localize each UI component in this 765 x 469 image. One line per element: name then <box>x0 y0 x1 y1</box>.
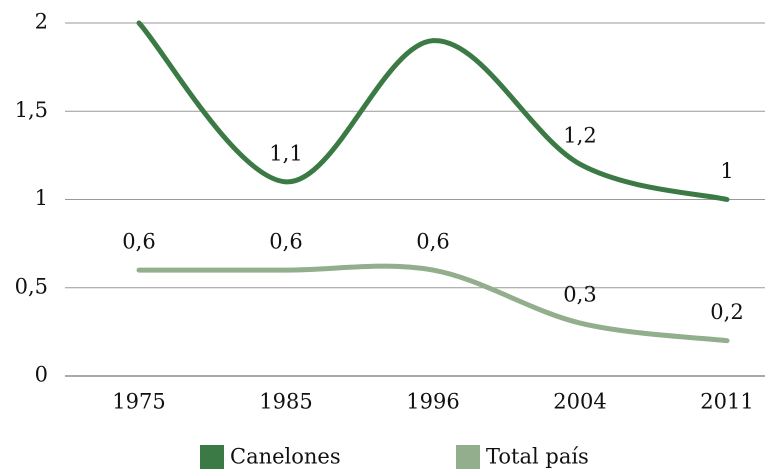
legend-swatch <box>456 445 480 469</box>
legend-label: Canelones <box>230 445 341 469</box>
x-tick-label: 2004 <box>553 390 606 414</box>
data-label: 0,3 <box>563 283 596 307</box>
data-label: 1,2 <box>563 124 596 148</box>
legend-swatch <box>200 445 224 469</box>
data-label: 0,6 <box>416 230 449 254</box>
x-tick-label: 1975 <box>112 390 165 414</box>
legend-label: Total país <box>486 445 589 469</box>
line <box>136 263 730 344</box>
line <box>136 20 730 202</box>
y-tick-label: 1,5 <box>15 98 48 122</box>
y-tick-label: 1 <box>35 186 48 210</box>
data-label: 1,1 <box>269 141 302 165</box>
data-label: 0,6 <box>269 230 302 254</box>
x-tick-label: 1996 <box>406 390 459 414</box>
y-tick-label: 0 <box>35 363 48 387</box>
x-tick-label: 1985 <box>259 390 312 414</box>
data-label: 0,2 <box>710 300 743 324</box>
data-label: 0,6 <box>122 230 155 254</box>
data-label: 1 <box>720 159 733 183</box>
x-tick-label: 2011 <box>700 390 753 414</box>
y-tick-label: 2 <box>35 10 48 34</box>
y-tick-label: 0,5 <box>15 274 48 298</box>
